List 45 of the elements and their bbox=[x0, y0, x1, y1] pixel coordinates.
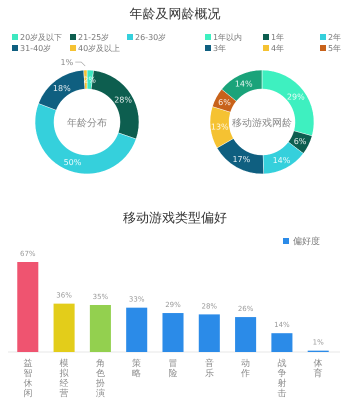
text: 移动游戏网龄 bbox=[232, 117, 292, 129]
legend-label: 3年 bbox=[213, 44, 226, 53]
data-label: 14% bbox=[234, 80, 254, 89]
x-tick-label: 模拟经营 bbox=[60, 358, 70, 399]
bar bbox=[198, 314, 220, 352]
x-tick-label: 音乐 bbox=[204, 358, 214, 379]
x-tick-label: 益智休闲 bbox=[23, 358, 32, 399]
legend-label: 偏好度 bbox=[293, 236, 320, 247]
data-label: 18% bbox=[52, 84, 72, 93]
bar bbox=[90, 304, 111, 352]
bar bbox=[54, 304, 75, 352]
x-tick-label: 体育 bbox=[314, 358, 323, 379]
bar bbox=[162, 313, 184, 352]
data-label: 28% bbox=[114, 96, 132, 105]
x-tick-label: 动作 bbox=[240, 358, 250, 379]
chart-title: 年龄及网龄概况 bbox=[130, 7, 220, 22]
data-label: 50% bbox=[64, 158, 82, 167]
legend-label: 1年以内 bbox=[213, 33, 242, 42]
bar bbox=[235, 317, 256, 352]
legend-label: 5年 bbox=[328, 44, 342, 53]
legend-label: 1年 bbox=[271, 33, 284, 42]
bar bbox=[17, 262, 38, 352]
legend-label: 31-40岁 bbox=[20, 44, 52, 53]
legend-label: 4年 bbox=[271, 44, 284, 53]
data-label: 2% bbox=[83, 76, 96, 85]
legend-label: 26-30岁 bbox=[135, 33, 166, 42]
x-tick-label: 策略 bbox=[132, 358, 142, 379]
x-tick-label: 冒险 bbox=[168, 359, 178, 379]
bar bbox=[271, 333, 292, 352]
data-label: 1% bbox=[60, 58, 74, 68]
chart-title: 移动游戏类型偏好 bbox=[123, 211, 227, 226]
x-tick-label: 角色扮演 bbox=[94, 358, 105, 399]
bar bbox=[126, 308, 148, 352]
legend-label: 20岁及以下 bbox=[20, 33, 62, 42]
data-label: 13% bbox=[210, 122, 230, 132]
data-label: 29% bbox=[286, 92, 306, 102]
x-tick-label: 战争射击 bbox=[277, 358, 286, 399]
legend-label: 40岁及以上 bbox=[78, 44, 120, 53]
text: 年龄分布 bbox=[67, 117, 107, 129]
legend-label: 2年 bbox=[328, 33, 342, 42]
data-label: 14% bbox=[272, 156, 291, 165]
data-label: 17% bbox=[232, 155, 251, 164]
data-label: 6% bbox=[294, 136, 307, 146]
legend-label: 21-25岁 bbox=[78, 33, 110, 42]
data-label: 6% bbox=[218, 98, 232, 107]
